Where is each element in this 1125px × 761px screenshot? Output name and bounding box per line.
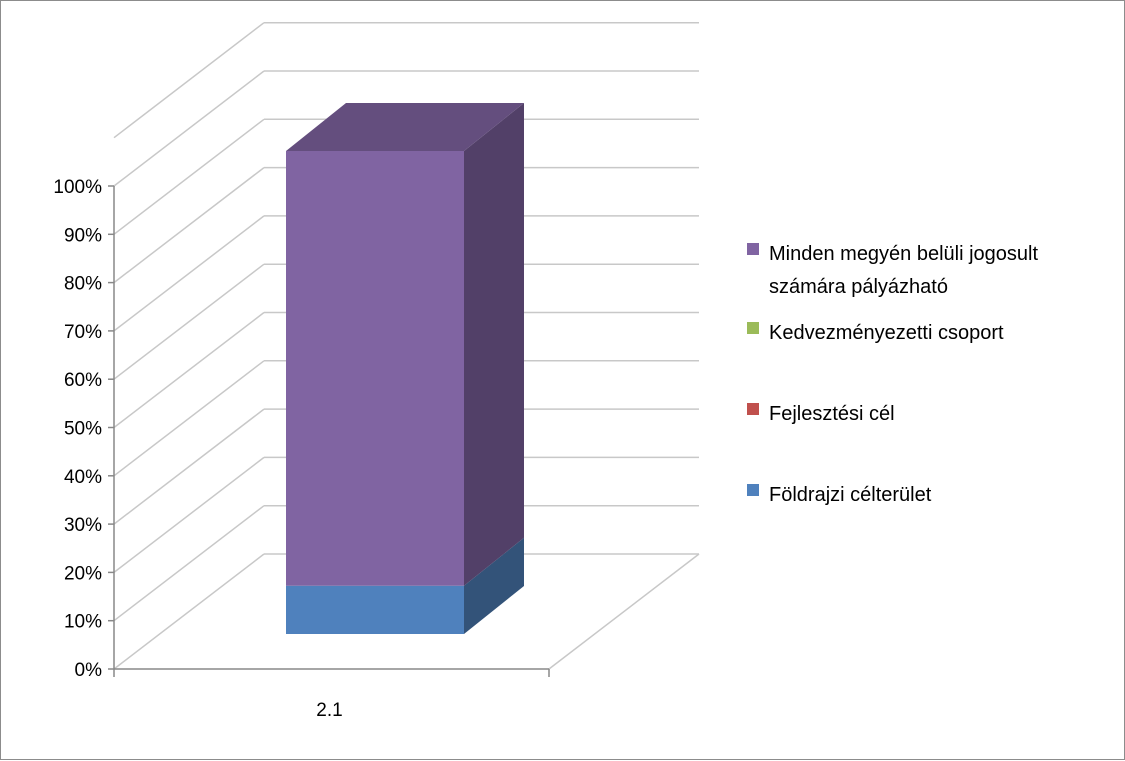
legend-entry: Földrajzi célterület: [747, 484, 932, 506]
floor-side-edge: [113, 553, 265, 670]
y-tick-label: 60%: [64, 370, 102, 391]
legend-swatch: [747, 243, 759, 255]
legend-label: Fejlesztési cél: [769, 403, 895, 425]
chart-walls: [113, 553, 700, 670]
legend-entry: Minden megyén belüli jogosult számára pál…: [747, 243, 1038, 298]
bar-segment-front: [286, 585, 464, 634]
y-tick-label: 10%: [64, 612, 102, 633]
floor-edge: [548, 553, 700, 670]
bar-top-face: [286, 103, 524, 151]
legend-label: Kedvezményezetti csoport: [769, 322, 1004, 344]
legend-entry: Kedvezményezetti csoport: [747, 322, 1004, 344]
y-tick-label: 40%: [64, 467, 102, 488]
y-tick-label: 50%: [64, 419, 102, 440]
side-wall-gridline: [113, 408, 265, 525]
side-wall-gridline: [113, 456, 265, 573]
chart-tick-labels: 0% 10% 20% 30% 40% 50% 60% 70% 80% 90% 100% 2.1: [53, 177, 342, 721]
bar-segment-side: [464, 537, 524, 634]
legend-label: Minden megyén belüli jogosult: [769, 243, 1038, 265]
y-tick-label: 100%: [53, 177, 102, 198]
legend-entry: Fejlesztési cél: [747, 403, 895, 425]
side-wall-gridline: [113, 70, 265, 187]
y-tick-label: 80%: [64, 274, 102, 295]
y-tick-label: 30%: [64, 515, 102, 536]
side-wall-gridline: [113, 360, 265, 477]
y-tick-label: 90%: [64, 225, 102, 246]
legend-swatch: [747, 484, 759, 496]
side-wall-gridline: [113, 118, 265, 235]
chart-legend: Minden megyén belüli jogosult számára pál…: [747, 243, 1038, 506]
side-wall-gridline: [113, 167, 265, 284]
side-wall-gridline: [113, 215, 265, 332]
legend-swatch: [747, 322, 759, 334]
legend-label: Földrajzi célterület: [769, 484, 932, 506]
chart-axes: [108, 185, 550, 677]
y-tick-label: 70%: [64, 322, 102, 343]
bar-segment-side: [464, 103, 524, 586]
legend-label: számára pályázható: [769, 276, 948, 298]
chart-bars: [286, 103, 524, 634]
side-wall-gridline: [113, 311, 265, 429]
side-wall-gridline: [113, 22, 265, 139]
x-category-label: 2.1: [316, 700, 342, 721]
y-tick-label: 20%: [64, 563, 102, 584]
legend-swatch: [747, 403, 759, 415]
bar-segment-front: [286, 151, 464, 586]
side-wall-gridline: [113, 505, 265, 622]
y-tick-label: 0%: [75, 660, 103, 681]
side-wall-gridline: [113, 263, 265, 380]
